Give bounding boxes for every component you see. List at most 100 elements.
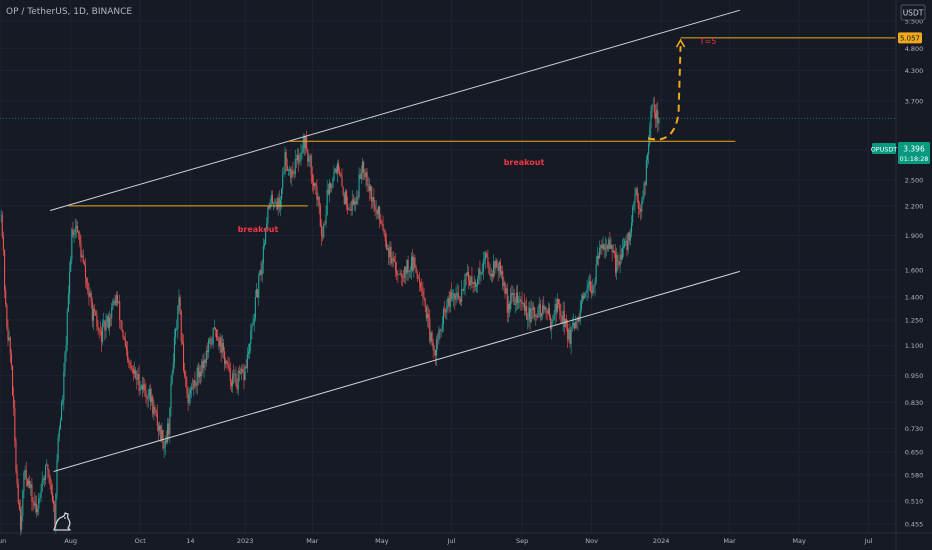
- candle-body: [293, 173, 295, 175]
- candle-body: [617, 255, 619, 262]
- candle-body: [644, 183, 646, 185]
- candle-body: [339, 170, 341, 175]
- candle-body: [408, 271, 410, 273]
- candle-body: [53, 500, 55, 505]
- candle-body: [315, 183, 317, 186]
- candle-body: [423, 297, 425, 299]
- price-tick-label: 4.300: [905, 67, 924, 75]
- candle-body: [135, 370, 137, 379]
- candle-body: [649, 127, 651, 145]
- candle-body: [437, 339, 439, 341]
- price-tick-label: 2.500: [905, 177, 924, 185]
- candle-body: [64, 353, 66, 372]
- candle-body: [527, 318, 529, 320]
- candle-body: [642, 196, 644, 202]
- price-tick-label: 1.600: [905, 267, 924, 275]
- candle-body: [422, 290, 424, 298]
- candle-body: [539, 303, 541, 317]
- candle-body: [465, 273, 467, 276]
- candle-body: [328, 182, 330, 195]
- candle-body: [560, 310, 562, 317]
- candle-body: [567, 323, 569, 340]
- candle-body: [96, 315, 98, 327]
- candle-body: [99, 331, 101, 332]
- candle-body: [144, 384, 146, 391]
- candle-body: [651, 105, 653, 112]
- currency-button[interactable]: USDT: [900, 4, 926, 21]
- candle-body: [552, 319, 554, 323]
- price-scale[interactable]: 6.5005.5004.8004.3003.7002.9002.5002.200…: [905, 0, 924, 528]
- candle-body: [616, 255, 618, 273]
- candle-body: [304, 136, 307, 149]
- candle-body: [481, 271, 483, 275]
- candle-body: [16, 470, 18, 485]
- candle-body: [453, 293, 455, 298]
- target-price-badge: 5.057: [898, 32, 922, 44]
- candle-body: [106, 315, 108, 323]
- candle-body: [295, 158, 297, 160]
- candle-body: [641, 201, 643, 212]
- time-scale[interactable]: Jun Aug Oct 14 2023 Mar May Jul Sep Nov 2024 Mar May…: [0, 537, 873, 545]
- candle-body: [310, 155, 312, 175]
- candle-body: [353, 201, 356, 205]
- candle-body: [341, 176, 343, 187]
- candle-body: [503, 282, 505, 286]
- candle-body: [442, 309, 444, 324]
- last-price-value: 3.396: [903, 145, 925, 154]
- candle-body: [246, 354, 248, 369]
- candle-body: [220, 337, 222, 353]
- candle-body: [448, 297, 450, 307]
- candle-body: [263, 244, 266, 247]
- candle-body: [309, 155, 311, 158]
- candle-body: [483, 259, 486, 261]
- candle-body: [656, 110, 658, 119]
- candle-body: [218, 340, 220, 347]
- candle-body: [66, 311, 68, 345]
- candle-body: [405, 266, 407, 274]
- candle-body: [441, 323, 443, 330]
- candle-body: [493, 261, 495, 277]
- candle-body: [168, 423, 170, 435]
- candle-body: [121, 321, 123, 331]
- candle-body: [233, 374, 235, 375]
- candle-body: [397, 274, 399, 276]
- candle-body: [516, 292, 519, 303]
- candle-body: [14, 407, 16, 442]
- candle-body: [352, 199, 354, 205]
- candle-body: [401, 276, 403, 278]
- candle-body: [543, 305, 545, 310]
- candle-body: [490, 273, 492, 277]
- time-tick-label: May: [792, 537, 806, 545]
- candle-body: [281, 188, 283, 201]
- candle-body: [360, 172, 362, 179]
- candle-body: [299, 160, 301, 162]
- current-price-badge: OPUSDT 3.396 01:18:28: [871, 142, 930, 164]
- candle-body: [213, 327, 215, 329]
- candle-body: [498, 261, 500, 272]
- candle-body: [9, 337, 11, 354]
- candle-body: [250, 329, 252, 344]
- candle-body: [600, 244, 602, 248]
- candle-body: [377, 206, 380, 215]
- candle-body: [221, 342, 223, 353]
- candle-body: [472, 282, 474, 284]
- candle-body: [0, 214, 2, 216]
- candle-body: [578, 317, 580, 322]
- candle-body: [201, 361, 203, 377]
- candle-body: [538, 303, 540, 308]
- candle-body: [241, 369, 243, 374]
- candle-body: [19, 509, 22, 530]
- candle-body: [366, 172, 368, 186]
- candle-body: [65, 344, 67, 354]
- candle-body: [33, 501, 35, 506]
- candle-body: [252, 323, 254, 326]
- tradingview-logo-icon[interactable]: [53, 512, 71, 531]
- candle-body: [575, 321, 577, 329]
- candle-body: [302, 137, 304, 153]
- candle-body: [535, 315, 537, 317]
- candle-body: [62, 400, 64, 404]
- candle-body: [523, 303, 525, 311]
- candle-body: [180, 310, 182, 341]
- candle-body: [526, 306, 528, 320]
